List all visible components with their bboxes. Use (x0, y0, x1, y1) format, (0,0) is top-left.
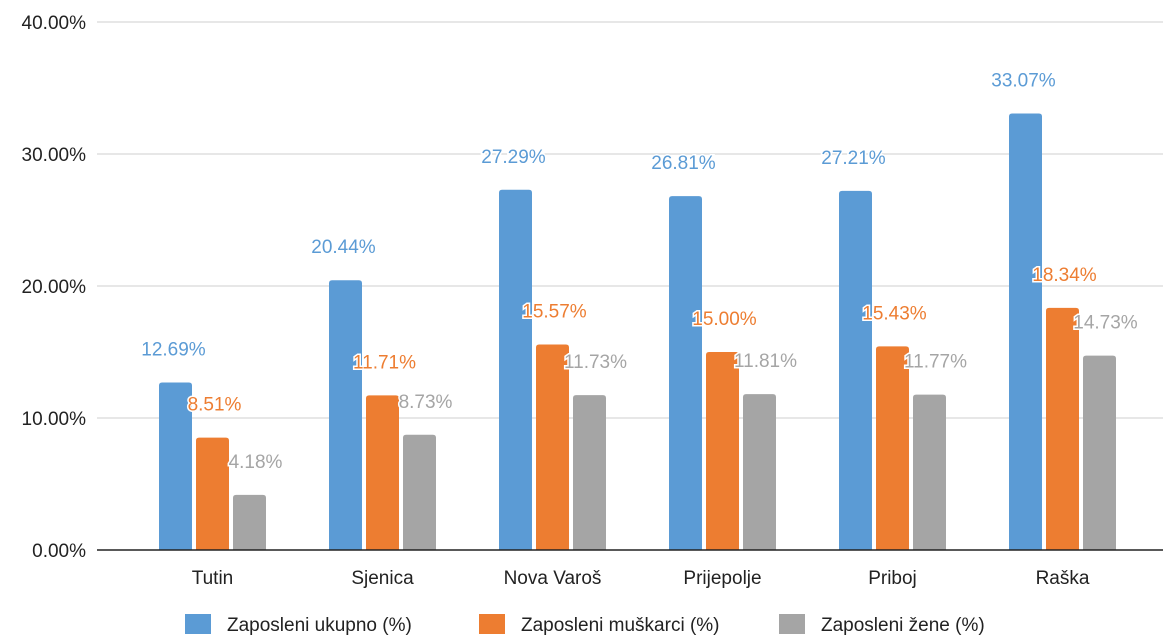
bar (403, 434, 436, 550)
data-label: 18.34% (1032, 265, 1097, 286)
legend: Zaposleni ukupno (%) Zaposleni muškarci (… (185, 614, 985, 636)
legend-label: Zaposleni ukupno (%) (227, 615, 412, 636)
legend-swatch (185, 614, 211, 634)
legend-swatch (779, 614, 805, 634)
bar (366, 395, 399, 550)
y-axis-ticks: 0.00% 10.00% 20.00% 30.00% 40.00% (22, 13, 87, 562)
data-label: 33.07% (991, 70, 1056, 91)
data-label: 26.81% (651, 153, 716, 174)
x-category-label: Nova Varoš (504, 568, 602, 589)
x-axis-categories: Tutin Sjenica Nova Varoš Prijepolje Priboj Ra… (192, 568, 1090, 589)
bar (159, 382, 192, 550)
bar (499, 189, 532, 550)
x-category-label: Raška (1036, 568, 1090, 589)
data-label: 27.29% (481, 147, 546, 168)
y-tick-label: 40.00% (22, 13, 87, 34)
data-label: 8.51% (188, 395, 242, 416)
y-tick-label: 0.00% (32, 541, 86, 562)
bar (1046, 307, 1079, 550)
data-labels: 12.69% 20.44% 27.29% 26.81% 27.21% 33.07% 8.51… (140, 69, 1140, 474)
data-label: 15.57% (522, 301, 587, 322)
gridlines (97, 21, 1163, 419)
data-label: 15.00% (692, 309, 757, 330)
x-category-label: Priboj (868, 568, 917, 589)
y-tick-label: 30.00% (22, 145, 87, 166)
bar (1083, 355, 1116, 550)
x-category-label: Sjenica (351, 568, 414, 589)
data-label: 11.73% (564, 352, 627, 373)
data-label: 4.18% (229, 452, 283, 473)
data-label: 15.43% (862, 303, 927, 324)
bar (573, 395, 606, 550)
bar (536, 344, 569, 550)
bar (706, 352, 739, 550)
bar (913, 394, 946, 550)
data-label: 14.73% (1073, 313, 1138, 334)
data-label: 12.69% (141, 339, 206, 360)
bar (196, 437, 229, 550)
data-label: 20.44% (311, 237, 376, 258)
data-label: 11.71% (353, 352, 416, 373)
bar (839, 190, 872, 550)
bar (329, 280, 362, 550)
bars (159, 113, 1116, 550)
legend-swatch (479, 614, 505, 634)
bar (669, 196, 702, 550)
y-tick-label: 10.00% (22, 409, 87, 430)
legend-label: Zaposleni muškarci (%) (521, 615, 720, 636)
bar (876, 346, 909, 550)
data-label: 11.81% (734, 351, 797, 372)
y-tick-label: 20.00% (22, 277, 87, 298)
x-category-label: Tutin (192, 568, 234, 589)
bar (743, 394, 776, 550)
data-label: 11.77% (904, 352, 967, 373)
legend-label: Zaposleni žene (%) (821, 615, 985, 636)
x-category-label: Prijepolje (683, 568, 761, 589)
data-label: 27.21% (821, 148, 886, 169)
bar (1009, 113, 1042, 550)
data-label: 8.73% (399, 392, 453, 413)
bar (233, 494, 266, 550)
